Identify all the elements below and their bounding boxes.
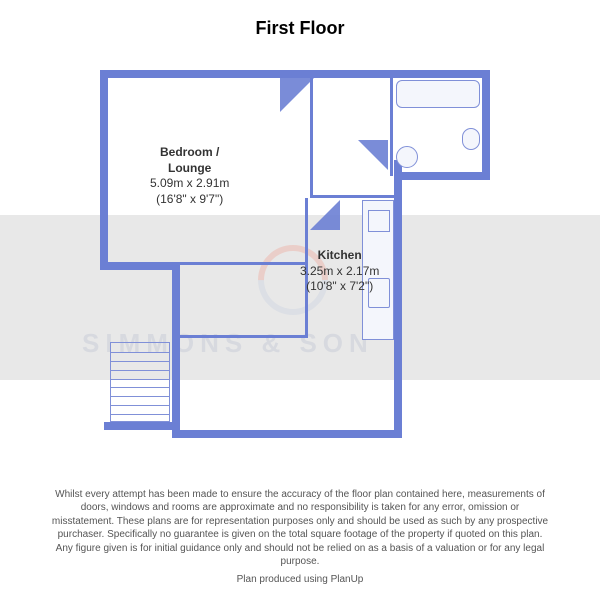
floorplan: Bedroom / Lounge5.09m x 2.91m(16'8" x 9'… <box>0 60 600 460</box>
partition <box>310 78 313 198</box>
sink-icon <box>396 146 418 168</box>
wall <box>100 262 180 270</box>
wall <box>394 160 402 438</box>
room-label: Bedroom / Lounge5.09m x 2.91m(16'8" x 9'… <box>150 145 229 207</box>
room-name: Kitchen <box>300 248 379 264</box>
disclaimer-block: Whilst every attempt has been made to en… <box>50 488 550 587</box>
wall <box>394 172 490 180</box>
partition <box>310 195 398 198</box>
hob-icon <box>368 210 390 232</box>
credit-text: Plan produced using PlanUp <box>50 573 550 587</box>
partition <box>180 262 308 265</box>
wall <box>482 70 490 180</box>
door-icon <box>280 78 314 112</box>
page-title: First Floor <box>0 0 600 39</box>
partition <box>180 335 308 338</box>
partition <box>390 78 393 176</box>
wall <box>104 422 180 430</box>
wall <box>100 70 398 78</box>
toilet-icon <box>462 128 480 150</box>
room-dims-m: 3.25m x 2.17m <box>300 264 379 280</box>
wall <box>390 70 490 78</box>
door-icon <box>310 200 340 230</box>
room-label: Kitchen3.25m x 2.17m(10'8" x 7'2") <box>300 248 379 295</box>
wall <box>100 70 108 270</box>
wall <box>172 430 402 438</box>
room-name: Bedroom / Lounge <box>150 145 229 176</box>
room-dims-ft: (10'8" x 7'2") <box>300 279 379 295</box>
wall <box>172 262 180 430</box>
door-icon <box>358 140 388 170</box>
room-dims-m: 5.09m x 2.91m <box>150 176 229 192</box>
bathtub-icon <box>396 80 480 108</box>
room-dims-ft: (16'8" x 9'7") <box>150 192 229 208</box>
stairs-icon <box>110 342 170 422</box>
disclaimer-text: Whilst every attempt has been made to en… <box>50 488 550 569</box>
